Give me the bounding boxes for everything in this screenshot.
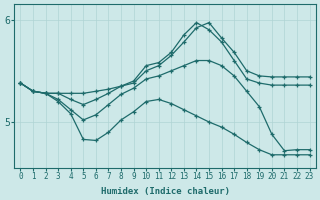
X-axis label: Humidex (Indice chaleur): Humidex (Indice chaleur) xyxy=(100,187,229,196)
